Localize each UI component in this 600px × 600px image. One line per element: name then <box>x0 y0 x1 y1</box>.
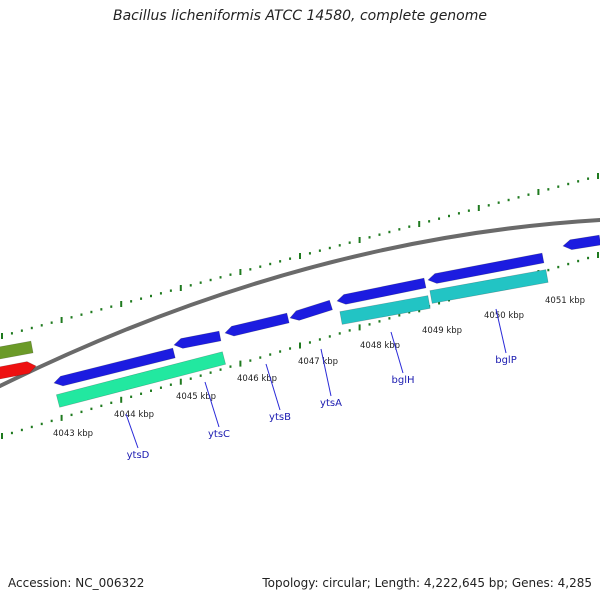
lower-scale-ticks <box>1 252 599 439</box>
gene-leader-line <box>320 348 332 397</box>
feature-bar-teal <box>339 295 431 325</box>
map-footer: Accession: NC_006322 Topology: circular;… <box>8 576 592 590</box>
upper-scale-ticks <box>1 173 599 339</box>
feature-bar-olive <box>0 340 34 360</box>
kbp-label: 4046 kbp <box>237 374 277 384</box>
cds-arrow <box>53 347 176 387</box>
cds-arrow <box>173 330 222 349</box>
gene-label-bglH: bglH <box>392 375 415 386</box>
cds-arrow <box>562 234 600 250</box>
gene-labels: ytsD ytsC ytsB ytsA bglH bglP <box>125 308 517 461</box>
gene-label-ytsB: ytsB <box>269 412 291 423</box>
kbp-label: 4049 kbp <box>422 326 462 336</box>
kbp-label: 4047 kbp <box>298 357 338 367</box>
gene-leader-line <box>125 413 139 449</box>
kbp-label: 4043 kbp <box>53 429 93 439</box>
gene-features <box>0 234 600 408</box>
genome-backbone <box>0 218 600 388</box>
feature-arrow-red <box>0 361 37 380</box>
kbp-label: 4045 kbp <box>176 392 216 402</box>
gene-leader-line <box>265 363 281 411</box>
accession-number: NC_006322 <box>75 576 145 590</box>
kbp-label: 4044 kbp <box>114 410 154 420</box>
accession-label: Accession: <box>8 576 72 590</box>
gene-label-ytsC: ytsC <box>208 429 230 440</box>
cds-arrow <box>336 277 427 305</box>
cds-arrow <box>289 299 333 321</box>
kbp-label: 4050 kbp <box>484 311 524 321</box>
kbp-scale-labels: 4043 kbp 4044 kbp 4045 kbp 4046 kbp 4047 kbp… <box>53 296 585 439</box>
gene-label-bglP: bglP <box>495 355 517 366</box>
accession-info: Accession: NC_006322 <box>8 576 144 590</box>
cds-arrow <box>224 312 290 337</box>
feature-bar-green <box>56 351 226 408</box>
topology-info: Topology: circular; Length: 4,222,645 bp… <box>262 576 592 590</box>
cds-arrow <box>427 252 545 284</box>
feature-bar-teal <box>429 269 549 304</box>
kbp-label: 4048 kbp <box>360 341 400 351</box>
gene-label-ytsD: ytsD <box>127 450 150 461</box>
gene-leader-line <box>390 331 404 374</box>
kbp-label: 4051 kbp <box>545 296 585 306</box>
gene-leader-line <box>495 308 507 354</box>
gene-label-ytsA: ytsA <box>320 398 342 409</box>
map-title: Bacillus licheniformis ATCC 14580, compl… <box>113 8 487 24</box>
gene-leader-line <box>204 381 220 428</box>
